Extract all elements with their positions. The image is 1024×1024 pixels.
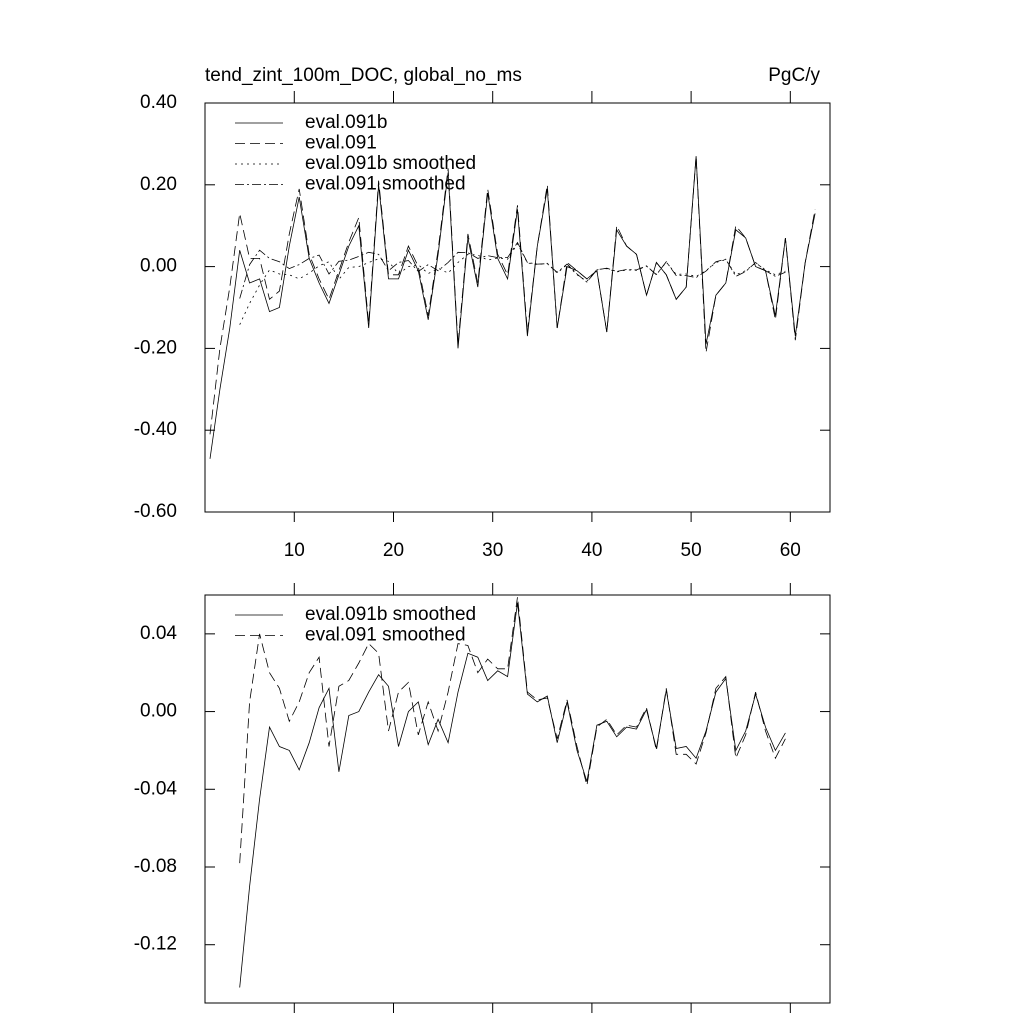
x-tick-label: 10 xyxy=(284,540,305,561)
legend-label: eval.091 xyxy=(305,133,377,154)
series-line xyxy=(209,156,816,435)
x-tick-label: 30 xyxy=(482,540,503,561)
legend-label: eval.091 smoothed xyxy=(305,174,466,195)
series-line xyxy=(239,602,786,988)
y-tick-label: -0.08 xyxy=(134,856,177,877)
y-tick-label: -0.20 xyxy=(134,337,177,358)
y-tick-label: -0.60 xyxy=(134,501,177,522)
y-tick-label: -0.40 xyxy=(134,419,177,440)
y-tick-label: 0.00 xyxy=(140,701,177,722)
chart-title: tend_zint_100m_DOC, global_no_ms xyxy=(205,65,522,86)
legend-label: eval.091b smoothed xyxy=(305,153,476,174)
series-line xyxy=(239,242,786,325)
legend-label: eval.091 smoothed xyxy=(305,625,466,646)
plot-frame xyxy=(204,102,831,513)
legend-label: eval.091b smoothed xyxy=(305,604,476,625)
series-line xyxy=(239,596,786,864)
units-label: PgC/y xyxy=(768,65,820,86)
plot-frame xyxy=(204,594,831,1004)
y-tick-label: 0.20 xyxy=(140,174,177,195)
y-tick-label: 0.40 xyxy=(140,92,177,113)
x-tick-label: 40 xyxy=(581,540,602,561)
legend-label: eval.091b xyxy=(305,112,387,133)
y-tick-label: -0.12 xyxy=(134,934,177,955)
y-tick-label: -0.04 xyxy=(134,778,178,799)
y-tick-label: 0.04 xyxy=(140,623,177,644)
x-tick-label: 60 xyxy=(780,540,801,561)
x-tick-label: 50 xyxy=(681,540,702,561)
y-tick-label: 0.00 xyxy=(140,256,177,277)
x-tick-label: 20 xyxy=(383,540,404,561)
